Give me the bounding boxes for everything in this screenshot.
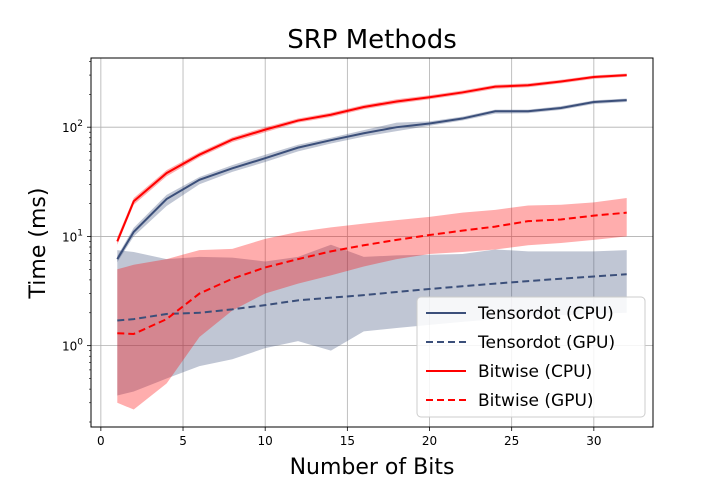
legend-label: Tensordot (GPU) <box>477 333 615 353</box>
legend-box <box>416 296 646 418</box>
y-tick-label: 102 <box>62 119 83 135</box>
x-tick-label: 5 <box>179 434 187 448</box>
legend: Tensordot (CPU) Tensordot (GPU) Bitwise (C… <box>416 296 646 418</box>
legend-label: Tensordot (CPU) <box>477 304 614 324</box>
line-bitwise-cpu <box>116 74 627 242</box>
line-bitwise-gpu <box>117 211 627 335</box>
band-bitwise-gpu <box>117 197 627 410</box>
x-tick-label: 10 <box>258 434 273 448</box>
line-tensordot-gpu <box>117 273 627 322</box>
y-tick-label: 101 <box>62 228 83 244</box>
band-bitwise-cpu <box>117 73 627 245</box>
x-tick-label: 30 <box>586 434 601 448</box>
x-tick-label: 20 <box>422 434 437 448</box>
x-tick-label: 25 <box>504 434 519 448</box>
x-axis-ticks: 0 5 10 15 20 25 30 <box>97 427 601 448</box>
band-tensordot-gpu <box>117 244 627 396</box>
legend-label: Bitwise (GPU) <box>478 391 594 411</box>
series-lines <box>116 74 627 335</box>
y-tick-label: 100 <box>62 338 83 354</box>
y-axis-ticks: 100 101 102 <box>62 61 91 423</box>
x-axis-label: Number of Bits <box>290 455 455 480</box>
line-tensordot-cpu <box>116 99 627 260</box>
x-tick-label: 0 <box>97 434 105 448</box>
plot-frame <box>90 57 654 428</box>
chart-title: SRP Methods <box>287 25 457 55</box>
x-tick-label: 15 <box>340 434 355 448</box>
y-axis-label: Time (ms) <box>26 188 51 300</box>
legend-label: Bitwise (CPU) <box>478 362 592 382</box>
